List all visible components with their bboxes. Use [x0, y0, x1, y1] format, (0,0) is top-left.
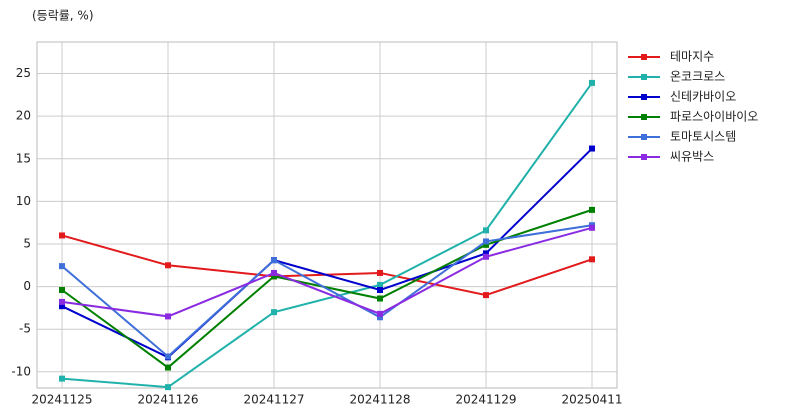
series-line: [61, 226, 593, 318]
legend-marker: [641, 94, 647, 100]
legend-label: 신테카바이오: [670, 90, 736, 104]
data-point: [59, 298, 65, 305]
data-point: [483, 292, 489, 299]
y-tick-label: 20: [16, 109, 31, 123]
data-point: [165, 364, 171, 371]
y-tick-label: 15: [16, 151, 31, 165]
legend-label: 토마토시스템: [670, 130, 736, 144]
data-point: [165, 384, 171, 391]
y-tick-label: 25: [16, 66, 31, 80]
data-point: [377, 314, 383, 321]
legend-label: 씨유박스: [670, 150, 714, 164]
data-point: [59, 232, 65, 239]
data-point: [483, 241, 489, 248]
legend-label: 온코크로스: [670, 70, 725, 84]
x-tick-label: 20241125: [31, 393, 92, 407]
data-point: [377, 310, 383, 317]
legend-label: 테마지수: [670, 50, 714, 64]
data-point: [271, 269, 277, 276]
series-line: [61, 147, 593, 359]
legend-marker: [641, 154, 647, 160]
data-point: [377, 286, 383, 293]
data-point: [59, 303, 65, 310]
data-point: [165, 353, 171, 360]
data-point: [483, 227, 489, 234]
legend-marker: [641, 134, 647, 140]
plot-frame: [36, 41, 618, 389]
data-point: [483, 250, 489, 257]
data-point: [483, 238, 489, 245]
data-point: [59, 286, 65, 293]
legend-marker: [641, 74, 647, 80]
x-tick-label: 20241127: [243, 393, 304, 407]
data-point: [271, 257, 277, 264]
data-point: [377, 281, 383, 288]
data-point: [377, 269, 383, 276]
data-point: [589, 256, 595, 263]
x-tick-label: 20250411: [561, 393, 622, 407]
series-line: [61, 224, 593, 358]
data-point: [271, 309, 277, 316]
x-tick-label: 20241126: [137, 393, 198, 407]
data-point: [589, 145, 595, 152]
data-point: [271, 273, 277, 280]
data-point: [59, 263, 65, 270]
y-tick-label: 5: [23, 236, 31, 250]
data-point: [165, 313, 171, 320]
legend-marker: [641, 114, 647, 120]
data-point: [59, 375, 65, 382]
data-point: [589, 79, 595, 86]
data-point: [377, 295, 383, 302]
data-point: [165, 262, 171, 269]
data-point: [589, 206, 595, 213]
series-line: [61, 82, 593, 389]
data-point: [483, 253, 489, 260]
legend-label: 파로스아이바이오: [670, 110, 758, 124]
y-tick-label: 10: [16, 194, 31, 208]
data-point: [589, 224, 595, 231]
x-tick-label: 20241128: [349, 393, 410, 407]
legend-marker: [641, 54, 647, 60]
x-tick-label: 20241129: [455, 393, 516, 407]
y-axis-label: (등락률, %): [32, 9, 94, 23]
y-tick-label: -10: [11, 364, 31, 378]
y-tick-label: 0: [23, 279, 31, 293]
y-tick-label: -5: [19, 322, 31, 336]
